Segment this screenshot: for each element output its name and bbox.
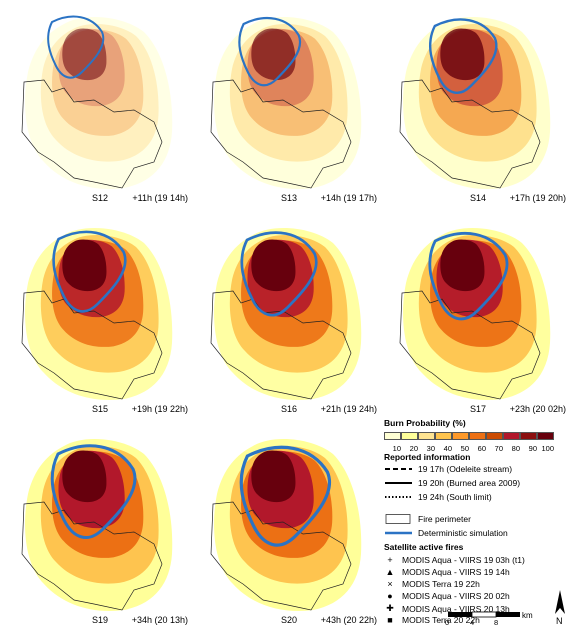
burn-probability-ticks: 10 20 30 40 50 60 70 80 90 100 [384, 444, 554, 453]
reported-label: 19 20h (Burned area 2009) [418, 478, 521, 488]
satellite-label: MODIS Aqua - VIIRS 19 03h (t1) [402, 555, 525, 565]
satellite-symbol-icon: ● [387, 591, 393, 601]
burn-probability-map [21, 439, 173, 611]
panel-id: S16 [281, 404, 298, 414]
satellite-symbol-icon: ■ [387, 615, 393, 625]
satellite-label: MODIS Aqua - VIIRS 20 02h [402, 591, 510, 601]
map-legend: 10 20 30 40 50 60 70 80 90 100 Burn Probability (… [380, 418, 570, 630]
legend-satellite-row: ● MODIS Aqua - VIIRS 20 02h [384, 591, 510, 601]
satellite-label: MODIS Terra 20 22h [402, 615, 480, 625]
burn-probability-map [399, 17, 551, 189]
ramp-tick: 60 [477, 444, 486, 453]
satellite-symbol-icon: ✚ [386, 603, 394, 613]
ramp-swatch [435, 432, 452, 440]
legend-satellite-row: + MODIS Aqua - VIIRS 19 03h (t1) [384, 555, 525, 565]
ramp-tick: 90 [528, 444, 537, 453]
legend-satellite-row: ■ MODIS Terra 20 22h [384, 615, 480, 625]
panel-time: +43h (20 22h) [320, 615, 377, 625]
panel-id: S17 [470, 404, 487, 414]
panel-time: +34h (20 13h) [131, 615, 188, 625]
scale-tick-4: 4 [470, 618, 475, 627]
burn-probability-map [21, 15, 173, 189]
panel-time: +23h (20 02h) [509, 404, 566, 414]
ramp-swatch [537, 432, 554, 440]
map-panel-s20: S20 +43h (20 22h) [193, 424, 379, 629]
ramp-swatch [401, 432, 418, 440]
scale-unit: km [522, 611, 533, 620]
ramp-tick: 20 [409, 444, 418, 453]
legend-satellite-row: × MODIS Terra 19 22h [384, 579, 480, 589]
map-panel-s13: S13 +14h (19 17h) [193, 2, 379, 207]
panel-id: S12 [92, 193, 109, 203]
ramp-tick: 30 [426, 444, 435, 453]
ramp-tick: 80 [511, 444, 520, 453]
burn-probability-ramp [384, 432, 554, 440]
ramp-tick: 10 [392, 444, 401, 453]
satellite-title: Satellite active fires [384, 542, 464, 552]
legend-reported-dotted: 19 24h (South limit) [384, 492, 492, 502]
ramp-swatch [384, 432, 401, 440]
legend-satellite-row: ✚ MODIS Aqua - VIIRS 20 13h [384, 603, 510, 614]
satellite-symbol-icon: × [387, 579, 393, 589]
ramp-tick: 40 [443, 444, 452, 453]
panel-time: +19h (19 22h) [131, 404, 188, 414]
map-panel-s17: S17 +23h (20 02h) [382, 213, 568, 418]
scale-tick-8: 8 [494, 618, 499, 627]
panel-time: +11h (19 14h) [132, 193, 188, 203]
scale-bar: 0 4 8 km [442, 610, 552, 630]
burn-probability-map [399, 228, 551, 400]
reported-label: 19 24h (South limit) [418, 492, 492, 502]
legend-deterministic: Deterministic simulation [384, 528, 508, 538]
ramp-swatch [520, 432, 537, 440]
panel-id: S14 [470, 193, 487, 203]
panel-id: S20 [281, 615, 298, 625]
panel-time: +17h (19 20h) [509, 193, 566, 203]
legend-reported-solid: 19 20h (Burned area 2009) [384, 478, 520, 488]
map-panel-s16: S16 +21h (19 24h) [193, 213, 379, 418]
map-panel-s15: S15 +19h (19 22h) [4, 213, 190, 418]
legend-satellite-row: ▲ MODIS Aqua - VIIRS 19 14h [384, 567, 510, 577]
panel-id: S15 [92, 404, 109, 414]
panel-time: +21h (19 24h) [320, 404, 377, 414]
panel-id: S13 [281, 193, 298, 203]
burn-probability-map [21, 228, 173, 400]
deterministic-label: Deterministic simulation [418, 528, 508, 538]
ramp-swatch [418, 432, 435, 440]
scale-tick-0: 0 [445, 618, 450, 627]
ramp-tick: 70 [494, 444, 503, 453]
north-label: N [556, 616, 563, 626]
legend-reported-dashed: 19 17h (Odeleite stream) [384, 464, 512, 474]
reported-info-title: Reported information [384, 452, 471, 462]
satellite-symbol-icon: + [387, 555, 393, 565]
satellite-label: MODIS Terra 19 22h [402, 579, 480, 589]
satellite-label: MODIS Aqua - VIIRS 20 13h [402, 603, 510, 614]
burn-probability-map [210, 16, 362, 189]
ramp-swatch [486, 432, 503, 440]
satellite-symbol-icon: ▲ [385, 567, 395, 577]
burn-probability-map [210, 439, 362, 611]
ramp-tick: 50 [460, 444, 469, 453]
burn-probability-title: Burn Probability (%) [384, 418, 466, 428]
map-panel-s19: S19 +34h (20 13h) [4, 424, 190, 629]
north-arrow: N [552, 588, 568, 628]
satellite-label: MODIS Aqua - VIIRS 19 14h [402, 567, 510, 577]
ramp-tick: 100 [541, 444, 554, 453]
map-panel-s14: S14 +17h (19 20h) [382, 2, 568, 207]
north-arrow-icon [555, 590, 565, 614]
panel-time: +14h (19 17h) [320, 193, 377, 203]
ramp-swatch [469, 432, 486, 440]
ramp-swatch [503, 432, 520, 440]
burn-probability-map [210, 228, 362, 400]
map-panel-s12: S12 +11h (19 14h) [4, 2, 190, 207]
panel-id: S19 [92, 615, 109, 625]
ramp-swatch [452, 432, 469, 440]
fire-perimeter-label: Fire perimeter [418, 514, 471, 524]
legend-fire-perimeter: Fire perimeter [384, 514, 471, 524]
reported-label: 19 17h (Odeleite stream) [418, 464, 513, 474]
